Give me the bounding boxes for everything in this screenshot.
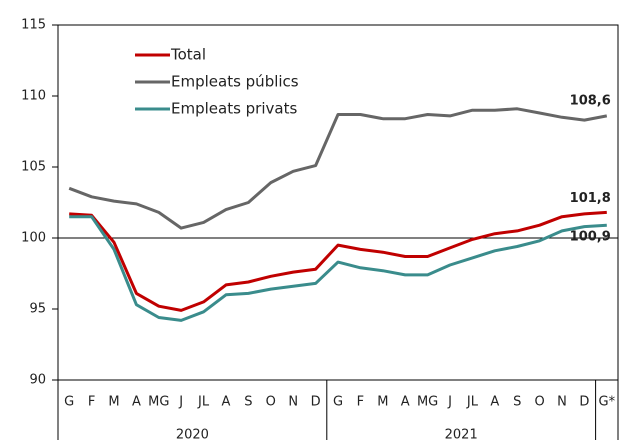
series-line (69, 215, 607, 322)
x-tick-label: F (88, 395, 95, 410)
x-tick-label: G* (599, 395, 616, 410)
x-tick-label: F (357, 395, 364, 410)
x-tick-label: JL (466, 395, 479, 410)
x-tick-label: N (557, 395, 567, 410)
x-tick-label: A (222, 395, 231, 410)
x-tick-label: JL (197, 395, 210, 410)
series-line (69, 210, 607, 312)
legend-label: Empleats privats (171, 100, 297, 118)
y-tick-label: 115 (21, 18, 46, 33)
x-tick-label: J (447, 395, 452, 410)
legend-label: Empleats públics (171, 73, 299, 91)
year-label: 2020 (176, 428, 209, 440)
x-tick-label: O (534, 395, 544, 410)
x-tick-label: S (244, 395, 252, 410)
x-tick-label: D (311, 395, 321, 410)
x-tick-label: N (288, 395, 298, 410)
year-label: 2021 (445, 428, 478, 440)
legend-label: Total (170, 46, 206, 64)
x-tick-label: A (490, 395, 499, 410)
y-tick-label: 105 (21, 160, 46, 175)
end-label: 101,8 (570, 191, 611, 206)
x-tick-label: MG (417, 395, 438, 410)
y-tick-label: 100 (21, 231, 46, 246)
series-line (68, 107, 608, 230)
x-tick-label: A (401, 395, 410, 410)
x-tick-label: O (266, 395, 276, 410)
end-label: 100,9 (570, 230, 611, 245)
x-tick-label: M (108, 395, 119, 410)
x-tick-label: S (513, 395, 521, 410)
x-tick-label: J (178, 395, 183, 410)
x-tick-label: A (132, 395, 141, 410)
x-tick-label: G (64, 395, 74, 410)
x-tick-label: M (377, 395, 388, 410)
y-tick-label: 110 (21, 89, 46, 104)
x-tick-label: MG (148, 395, 169, 410)
plot-frame (57, 24, 619, 381)
end-label: 108,6 (570, 93, 611, 108)
x-tick-label: G (333, 395, 343, 410)
y-tick-label: 95 (29, 302, 46, 317)
x-tick-label: D (579, 395, 589, 410)
y-tick-label: 90 (29, 373, 46, 388)
